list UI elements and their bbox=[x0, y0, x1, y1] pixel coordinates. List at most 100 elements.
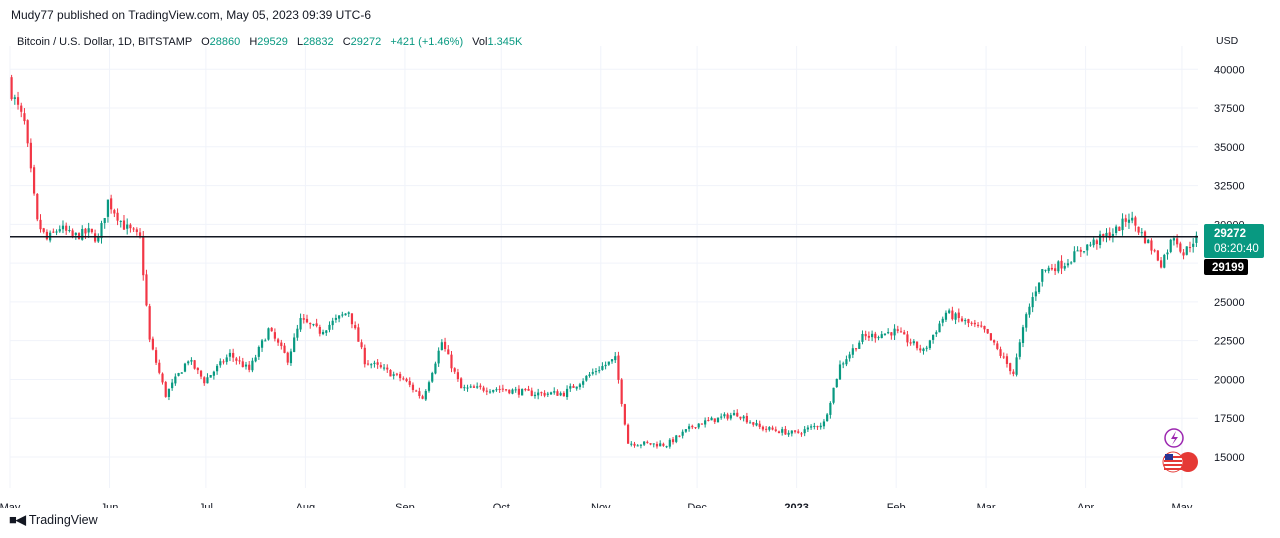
candle bbox=[659, 440, 662, 447]
candle-body bbox=[659, 443, 662, 447]
candle-body bbox=[190, 360, 193, 362]
candle-body bbox=[1140, 232, 1143, 234]
candle-body bbox=[710, 417, 713, 421]
candle bbox=[572, 384, 575, 388]
candle-body bbox=[23, 113, 26, 122]
candle-body bbox=[784, 428, 787, 435]
candle-body bbox=[565, 388, 569, 398]
candle-body bbox=[289, 351, 293, 364]
candle-body bbox=[363, 347, 366, 365]
candle bbox=[986, 328, 989, 334]
candle-body bbox=[366, 363, 370, 365]
candle-body bbox=[325, 330, 328, 333]
high-value: 29529 bbox=[257, 36, 288, 48]
candle-body bbox=[350, 313, 354, 325]
candle-body bbox=[790, 430, 793, 434]
candle bbox=[562, 391, 565, 397]
candle-body bbox=[993, 340, 996, 343]
candle bbox=[1105, 228, 1108, 243]
candle bbox=[707, 417, 710, 422]
candle bbox=[1063, 262, 1066, 271]
lightning-icon[interactable] bbox=[1164, 428, 1184, 448]
candle-body bbox=[700, 423, 704, 425]
candle-body bbox=[652, 443, 655, 445]
candle-body bbox=[1159, 260, 1163, 268]
candle-body bbox=[1127, 219, 1131, 223]
candle-body bbox=[1005, 356, 1009, 364]
candle bbox=[662, 442, 665, 447]
candle-body bbox=[755, 423, 758, 426]
candle-body bbox=[196, 367, 199, 371]
candle bbox=[1025, 312, 1028, 332]
candle-body bbox=[549, 392, 553, 395]
candle-body bbox=[1192, 243, 1195, 247]
candle bbox=[925, 345, 928, 352]
candle-body bbox=[174, 376, 177, 384]
candle bbox=[742, 415, 745, 422]
candle-body bbox=[793, 430, 797, 432]
candle-body bbox=[604, 364, 607, 367]
candle-body bbox=[980, 325, 983, 327]
candle-body bbox=[874, 333, 877, 339]
candle-body bbox=[1063, 266, 1066, 269]
candle bbox=[415, 389, 418, 392]
candle bbox=[450, 350, 453, 373]
candle-body bbox=[896, 329, 899, 331]
candle bbox=[283, 342, 286, 354]
candle-body bbox=[880, 334, 883, 339]
candle bbox=[479, 383, 482, 390]
candle-body bbox=[277, 339, 280, 343]
candle-body bbox=[732, 413, 736, 416]
candle-body bbox=[299, 318, 302, 330]
candle bbox=[1140, 228, 1143, 238]
tradingview-brand[interactable]: ■◀ TradingView bbox=[9, 512, 98, 528]
candle-body bbox=[87, 228, 90, 233]
candle bbox=[829, 401, 832, 419]
candle bbox=[710, 416, 713, 421]
candle-body bbox=[84, 228, 87, 234]
time-axis: May Jun Jul Aug Sep Oct Nov Dec 2023 Feb Mar Apr May bbox=[0, 502, 1193, 508]
candle-body bbox=[1009, 363, 1012, 372]
x-tick-label: Jun bbox=[101, 502, 119, 508]
candle bbox=[845, 355, 848, 367]
candle-body bbox=[203, 377, 206, 384]
candle-body bbox=[273, 332, 276, 339]
candle bbox=[524, 387, 527, 392]
candle-body bbox=[270, 327, 273, 332]
candle bbox=[729, 412, 732, 421]
candle-body bbox=[742, 416, 745, 419]
candle-body bbox=[171, 382, 174, 389]
candle bbox=[23, 108, 26, 125]
candle-body bbox=[241, 361, 244, 368]
candle bbox=[736, 409, 739, 418]
candle bbox=[877, 335, 880, 341]
candle bbox=[691, 424, 694, 430]
candle-body bbox=[443, 341, 447, 350]
candle-body bbox=[1182, 252, 1185, 256]
candle bbox=[723, 412, 726, 419]
candle-body bbox=[373, 362, 376, 364]
candle-body bbox=[61, 225, 65, 230]
candle bbox=[440, 339, 443, 351]
candle bbox=[408, 377, 411, 388]
candle-body bbox=[1150, 240, 1153, 251]
candle bbox=[199, 369, 203, 380]
candle-body bbox=[199, 370, 203, 377]
line-price-text: 29199 bbox=[1212, 262, 1244, 274]
candle-body bbox=[1163, 254, 1166, 268]
us-flag-icon[interactable] bbox=[1162, 451, 1198, 473]
candle bbox=[864, 330, 867, 341]
candle bbox=[1115, 224, 1118, 236]
candle-body bbox=[119, 220, 122, 222]
candle bbox=[180, 372, 183, 374]
candle bbox=[871, 330, 874, 342]
candle-body bbox=[45, 231, 49, 240]
candle bbox=[681, 429, 684, 439]
candle-body bbox=[495, 389, 498, 391]
candle-body bbox=[103, 218, 106, 224]
price-chart[interactable]: 1500017500200002250025000275003000032500… bbox=[0, 28, 1280, 508]
candle-body bbox=[386, 367, 389, 370]
candle bbox=[418, 387, 421, 399]
candle bbox=[183, 362, 187, 373]
candle-body bbox=[559, 393, 562, 396]
